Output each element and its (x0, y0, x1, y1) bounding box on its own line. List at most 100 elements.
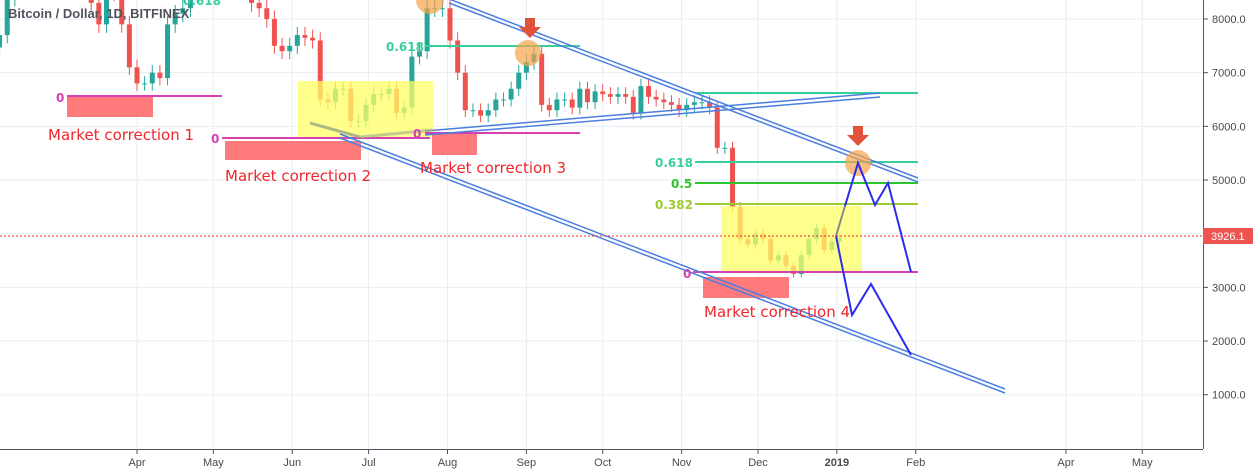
candle (500, 99, 506, 101)
x-tick-label: Oct (594, 457, 611, 469)
y-tick-label: 1000.0 (1212, 390, 1246, 402)
correction-label-2: Market correction 2 (225, 167, 371, 185)
fib-0-label: 0 (413, 127, 421, 141)
last-price-badge (1203, 228, 1253, 244)
highlight-circle-sep[interactable] (515, 40, 541, 66)
candle (271, 19, 277, 46)
candle (592, 91, 598, 103)
correction-box-4[interactable] (703, 277, 789, 298)
correction-label-1: Market correction 1 (48, 126, 194, 144)
price-axis[interactable]: 1000.0 2000.0 3000.0 5000.0 6000.0 7000.0 8000… (1203, 0, 1260, 473)
range-box-june-july[interactable] (298, 81, 433, 137)
candle (264, 8, 270, 19)
candle (676, 104, 682, 111)
x-tick-label: May (203, 457, 224, 469)
trendline-lower[interactable] (339, 133, 1006, 394)
last-price-value: 3926.1 (1211, 231, 1245, 243)
candle (623, 94, 629, 97)
candle (638, 86, 644, 113)
candle (714, 107, 720, 148)
candle (699, 102, 705, 104)
correction-box-3[interactable] (432, 134, 477, 155)
y-tick-label: 8000.0 (1212, 14, 1246, 26)
correction-label-3: Market correction 3 (420, 159, 566, 177)
trendline-rising[interactable] (424, 92, 881, 136)
candle (478, 110, 484, 116)
candle (187, 0, 193, 9)
fib-618-label: 0.618 (386, 40, 424, 54)
candle (103, 0, 109, 25)
candle (149, 72, 155, 84)
candle (157, 72, 163, 79)
highlight-circle-jul[interactable] (416, 0, 444, 14)
candle (661, 99, 667, 103)
candle (302, 35, 308, 38)
annotation-labels: 0 0 0 0 0.618 0.618 0.618 0.5 0.382 Mark… (48, 0, 850, 321)
candle (294, 35, 300, 46)
candle (562, 99, 568, 101)
candle (653, 96, 659, 100)
x-tick-label: Sep (517, 457, 537, 469)
candle (600, 91, 606, 95)
candle (485, 110, 491, 116)
candle (516, 72, 522, 89)
candle (256, 2, 262, 9)
correction-box-2[interactable] (225, 141, 361, 160)
candle (684, 104, 690, 111)
arrow-down-icon[interactable] (847, 126, 869, 146)
y-tick-label: 6000.0 (1212, 121, 1246, 133)
candle (287, 45, 293, 52)
candle (96, 2, 102, 25)
candle (554, 99, 560, 111)
candle (439, 8, 445, 10)
range-box-december[interactable] (721, 206, 862, 272)
fib-618-label: 0.618 (655, 156, 693, 170)
candle (134, 67, 140, 84)
projection-bullish[interactable] (835, 205, 846, 237)
candle (577, 88, 583, 108)
candle (455, 40, 461, 73)
candle (126, 24, 132, 68)
candle (523, 61, 529, 73)
candle (249, 0, 255, 3)
candle (569, 99, 575, 108)
candle (317, 40, 323, 100)
candle (4, 0, 10, 36)
x-tick-label: Aug (438, 457, 458, 469)
candle (0, 35, 3, 48)
trendline-grey[interactable] (309, 121, 361, 139)
y-tick-label: 7000.0 (1212, 68, 1246, 80)
arrow-down-icon[interactable] (519, 18, 541, 38)
x-tick-label: Jun (283, 457, 301, 469)
candle (630, 96, 636, 113)
candle (172, 13, 178, 25)
candle (691, 102, 697, 105)
candle (424, 8, 430, 52)
candle (646, 86, 652, 97)
drawings (0, 0, 1203, 394)
time-axis[interactable]: Apr May Jun Jul Aug Sep Oct Nov Dec 2019 Feb Apr May (0, 449, 1203, 473)
projection-bearish[interactable] (835, 235, 912, 356)
candle (707, 102, 713, 108)
candle (493, 99, 499, 111)
candle (416, 51, 422, 57)
correction-box-1[interactable] (67, 97, 153, 117)
projection-bullish[interactable] (844, 159, 912, 273)
correction-label-4: Market correction 4 (704, 303, 850, 321)
x-tick-label: Apr (128, 457, 145, 469)
candle (508, 88, 514, 100)
x-tick-label: Dec (748, 457, 768, 469)
fib-0-label: 0 (56, 91, 64, 105)
fib-0-label: 0 (683, 267, 691, 281)
fib-5-label: 0.5 (671, 177, 692, 191)
x-tick-label: Feb (906, 457, 925, 469)
candle (722, 147, 728, 149)
fib-382-label: 0.382 (655, 198, 693, 212)
grid (0, 0, 1203, 449)
candle (447, 8, 453, 41)
x-tick-label: Nov (672, 457, 692, 469)
candle (730, 147, 736, 207)
candle (142, 83, 148, 85)
trendline-grey-2[interactable] (359, 128, 434, 139)
